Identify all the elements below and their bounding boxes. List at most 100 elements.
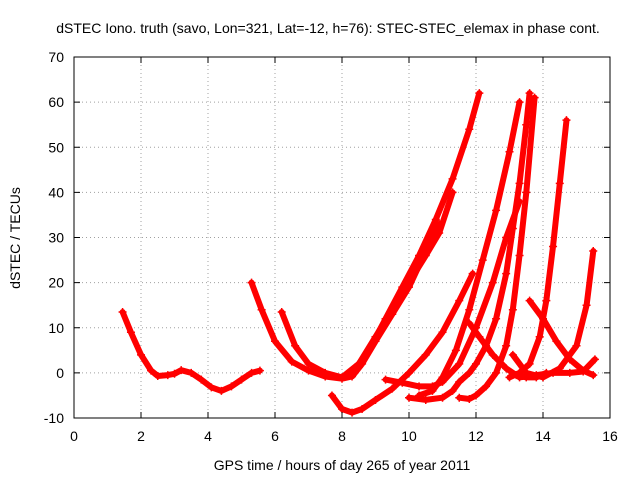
data-point (505, 147, 514, 156)
data-point (137, 350, 145, 359)
data-point (358, 404, 367, 413)
data-point (405, 393, 413, 402)
series-2-markers (247, 219, 444, 383)
data-point (126, 328, 135, 337)
series-1-trace (119, 309, 263, 394)
data-point (247, 278, 256, 287)
data-point (405, 368, 413, 377)
data-point (277, 307, 286, 316)
data-point (271, 337, 279, 346)
data-point (522, 120, 531, 129)
data-point (525, 296, 534, 305)
chart-title: dSTEC Iono. truth (savo, Lon=321, Lat=-1… (56, 20, 600, 36)
data-point (515, 179, 524, 188)
data-point (455, 296, 464, 305)
data-point (530, 93, 539, 102)
data-point (562, 116, 571, 125)
data-point (197, 375, 206, 384)
data-point (465, 125, 474, 134)
data-point (217, 386, 226, 395)
data-point (170, 369, 179, 378)
grid (74, 57, 610, 418)
data-point (338, 404, 346, 413)
data-point (508, 305, 517, 314)
data-point (492, 314, 501, 323)
data-point (552, 337, 561, 346)
plot-series (118, 89, 599, 417)
data-point (438, 393, 447, 402)
data-point (539, 314, 547, 323)
data-point (435, 228, 444, 237)
data-point (227, 382, 236, 391)
data-point (465, 368, 474, 377)
series-4-markers (348, 89, 484, 377)
series-9-markers (455, 93, 539, 404)
data-point (589, 247, 598, 256)
data-point (475, 89, 484, 98)
tick-labels: 0 2 4 6 8 10 12 14 16 -10 0 10 20 30 40 50 60 70 (44, 49, 618, 444)
data-point (465, 305, 474, 314)
data-point (468, 269, 477, 278)
data-point (304, 359, 313, 368)
data-point (431, 215, 440, 224)
data-point (475, 332, 484, 341)
data-point (525, 89, 534, 98)
data-point (542, 296, 551, 305)
data-point (565, 368, 574, 377)
data-point (549, 368, 558, 377)
data-point (398, 283, 407, 292)
x-tick-label: 10 (401, 428, 417, 444)
data-point (515, 98, 524, 107)
data-point (348, 408, 357, 417)
data-point (502, 364, 511, 373)
data-point (448, 386, 457, 395)
data-point (421, 350, 430, 359)
data-point (421, 251, 430, 260)
data-point (455, 359, 464, 368)
y-tick-label: 0 (56, 365, 64, 381)
data-point (589, 371, 598, 380)
data-point (415, 382, 424, 391)
data-point (455, 377, 464, 386)
data-point (438, 373, 447, 382)
data-point (421, 395, 430, 404)
series-6-trace (382, 198, 523, 390)
data-point (338, 373, 346, 382)
data-point (502, 341, 511, 350)
series-1-markers (118, 307, 264, 395)
data-point (488, 350, 497, 359)
y-tick-label: 50 (48, 139, 64, 155)
data-point (321, 368, 330, 377)
data-point (291, 341, 300, 350)
data-point (438, 328, 447, 337)
data-point (364, 346, 373, 355)
x-tick-label: 4 (204, 428, 212, 444)
data-point (247, 368, 256, 377)
series-8-trace (406, 90, 533, 403)
data-point (492, 368, 501, 377)
series-2-trace (248, 221, 443, 382)
x-tick-label: 12 (468, 428, 484, 444)
data-point (177, 366, 186, 375)
y-tick-label: 40 (48, 184, 64, 200)
y-tick-label: 70 (48, 49, 64, 65)
x-tick-label: 8 (338, 428, 346, 444)
data-point (555, 179, 564, 188)
data-point (255, 366, 264, 375)
data-point (508, 224, 517, 233)
x-tick-label: 16 (602, 428, 618, 444)
data-point (388, 384, 397, 393)
data-point (448, 174, 457, 183)
data-point (522, 188, 531, 197)
series-14-markers (515, 355, 599, 382)
data-point (532, 371, 541, 380)
data-point (118, 307, 127, 316)
data-point (237, 375, 246, 384)
data-point (381, 375, 390, 384)
y-tick-label: 30 (48, 230, 64, 246)
data-point (579, 367, 588, 376)
data-point (525, 359, 534, 368)
data-point (465, 395, 474, 404)
data-point (535, 332, 544, 341)
